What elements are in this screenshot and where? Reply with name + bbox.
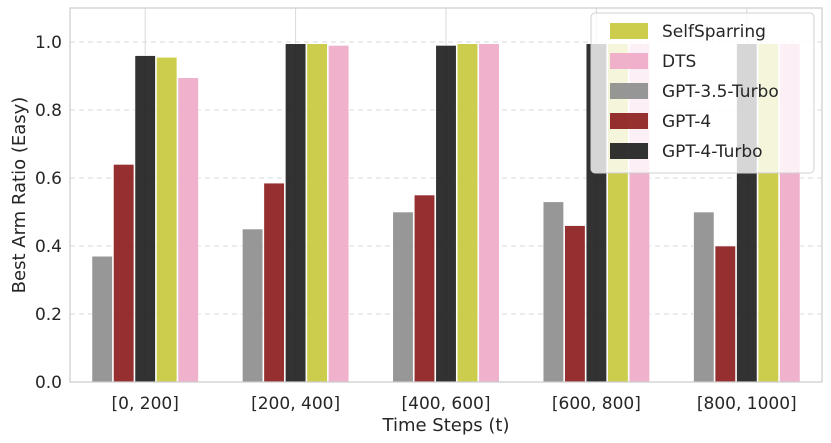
bar [177,77,199,383]
legend-label: DTS [662,52,696,72]
y-tick-label: 1.0 [35,33,62,53]
y-axis-label: Best Arm Ratio (Easy) [9,97,30,294]
y-tick-label: 0.6 [35,169,62,189]
bar [714,245,736,383]
legend-swatch [610,143,648,159]
bar [242,228,264,383]
x-tick-label: [800, 1000] [697,394,797,414]
bar [542,201,564,383]
bar [564,225,586,383]
legend-swatch [610,83,648,99]
legend-label: SelfSparring [662,22,766,42]
bar [263,182,285,383]
x-tick-label: [200, 400] [251,394,340,414]
bar [113,164,135,383]
x-axis-label: Time Steps (t) [382,415,510,436]
bar [91,255,113,383]
x-tick-label: [600, 800] [552,394,641,414]
legend-label: GPT-4-Turbo [662,142,763,162]
bar [156,56,178,383]
plot-frame [69,7,823,383]
bar [435,45,457,383]
x-tick-label: [400, 600] [402,394,491,414]
bar [306,43,328,383]
bar [456,43,479,383]
bar [413,194,436,383]
y-tick-label: 0.4 [35,237,62,257]
legend-swatch [610,113,648,129]
bar [285,43,307,383]
legend: SelfSparring DTS GPT-3.5-Turbo GPT-4 GPT-4-T… [590,12,815,174]
legend-label: GPT-3.5-Turbo [662,82,779,102]
x-tick-labels: [0, 200] [200, 400] [400, 600] [600, 800] [8… [112,394,797,414]
x-tick-label: [0, 200] [112,394,179,414]
legend-swatch [610,53,648,69]
bar [328,45,350,383]
y-tick-label: 0.2 [35,305,62,325]
bar [693,211,715,383]
bar [134,55,156,383]
bar [478,43,500,383]
legend-swatch [610,23,648,39]
y-tick-label: 0.0 [35,373,62,393]
bar [392,211,414,383]
y-tick-labels: 0.0 0.2 0.4 0.6 0.8 1.0 [35,33,62,393]
y-tick-label: 0.8 [35,101,62,121]
legend-label: GPT-4 [662,112,711,132]
